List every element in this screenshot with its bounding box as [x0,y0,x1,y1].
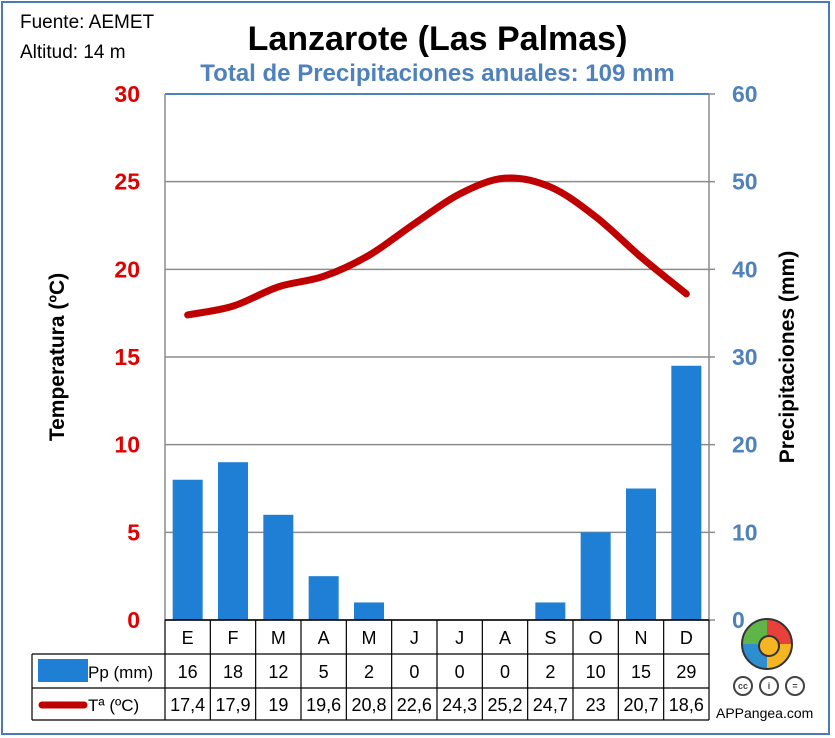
month-label: A [318,628,330,648]
month-label: O [589,628,603,648]
precip-cell: 5 [319,662,329,682]
temp-cell: 19,6 [306,695,341,715]
precip-cell: 15 [631,662,651,682]
precip-cell: 2 [545,662,555,682]
month-label: F [228,628,239,648]
y-tick-right-label: 10 [732,519,758,545]
chart-title: Lanzarote (Las Palmas) [247,20,628,58]
altitude-label: Altitud: 14 m [20,42,126,63]
chart-subtitle: Total de Precipitaciones anuales: 109 mm [200,60,675,87]
month-label: D [680,628,693,648]
y-tick-left-label: 25 [114,169,140,195]
month-label: J [455,628,464,648]
temp-cell: 25,2 [487,695,522,715]
temp-cell: 22,6 [397,695,432,715]
appangea-logo-icon [741,618,793,670]
month-label: S [544,628,556,648]
precip-bar [263,514,294,620]
precip-cell: 16 [178,662,198,682]
temp-cell: 20,8 [351,695,386,715]
temp-cell: 18,6 [669,695,704,715]
y-tick-left-label: 20 [114,256,140,282]
y-tick-left-label: 10 [114,432,140,458]
y-tick-right-label: 0 [732,607,745,633]
y-tick-right-label: 40 [732,256,758,282]
month-label: M [362,628,377,648]
y-tick-right-label: 50 [732,169,758,195]
month-label: E [182,628,194,648]
temp-cell: 20,7 [623,695,658,715]
temp-cell: 24,3 [442,695,477,715]
precip-cell: 10 [586,662,606,682]
precip-cell: 0 [500,662,510,682]
precip-bar [671,365,702,620]
precip-legend-swatch [38,659,88,682]
brand-label: APPangea.com [716,705,814,721]
y-tick-right-label: 20 [732,432,758,458]
by-icon: i [759,676,779,696]
temperature-line [184,174,690,319]
precip-cell: 2 [364,662,374,682]
precip-bar [535,602,566,620]
precip-bar [172,479,203,620]
month-label: J [410,628,419,648]
temp-cell: 23 [586,695,606,715]
nd-icon: = [785,676,805,696]
precip-bar [626,488,656,620]
y-tick-right-label: 30 [732,344,758,370]
y-tick-right-label: 60 [732,81,758,107]
temp-row-label: Tª (ºC) [88,696,139,715]
precip-cell: 29 [676,662,696,682]
month-label: A [499,628,511,648]
month-label: N [635,628,648,648]
precip-cell: 18 [223,662,243,682]
precip-bar [354,602,384,620]
month-label: M [271,628,286,648]
precip-bar [580,532,611,620]
y-tick-left-label: 5 [127,519,140,545]
precip-bar [218,462,248,620]
temp-cell: 19 [268,695,288,715]
y-tick-left-label: 0 [127,607,140,633]
source-label: Fuente: AEMET [20,12,155,33]
precip-cell: 0 [409,662,419,682]
y-tick-left-label: 15 [114,344,140,370]
y-tick-left-label: 30 [114,81,140,107]
precip-cell: 0 [455,662,465,682]
cc-icon: cc [733,676,753,696]
precip-bar [308,576,339,620]
temp-cell: 24,7 [533,695,568,715]
precip-row-label: Pp (mm) [88,663,153,682]
temp-cell: 17,4 [170,695,205,715]
temp-cell: 17,9 [215,695,250,715]
precip-cell: 12 [268,662,288,682]
